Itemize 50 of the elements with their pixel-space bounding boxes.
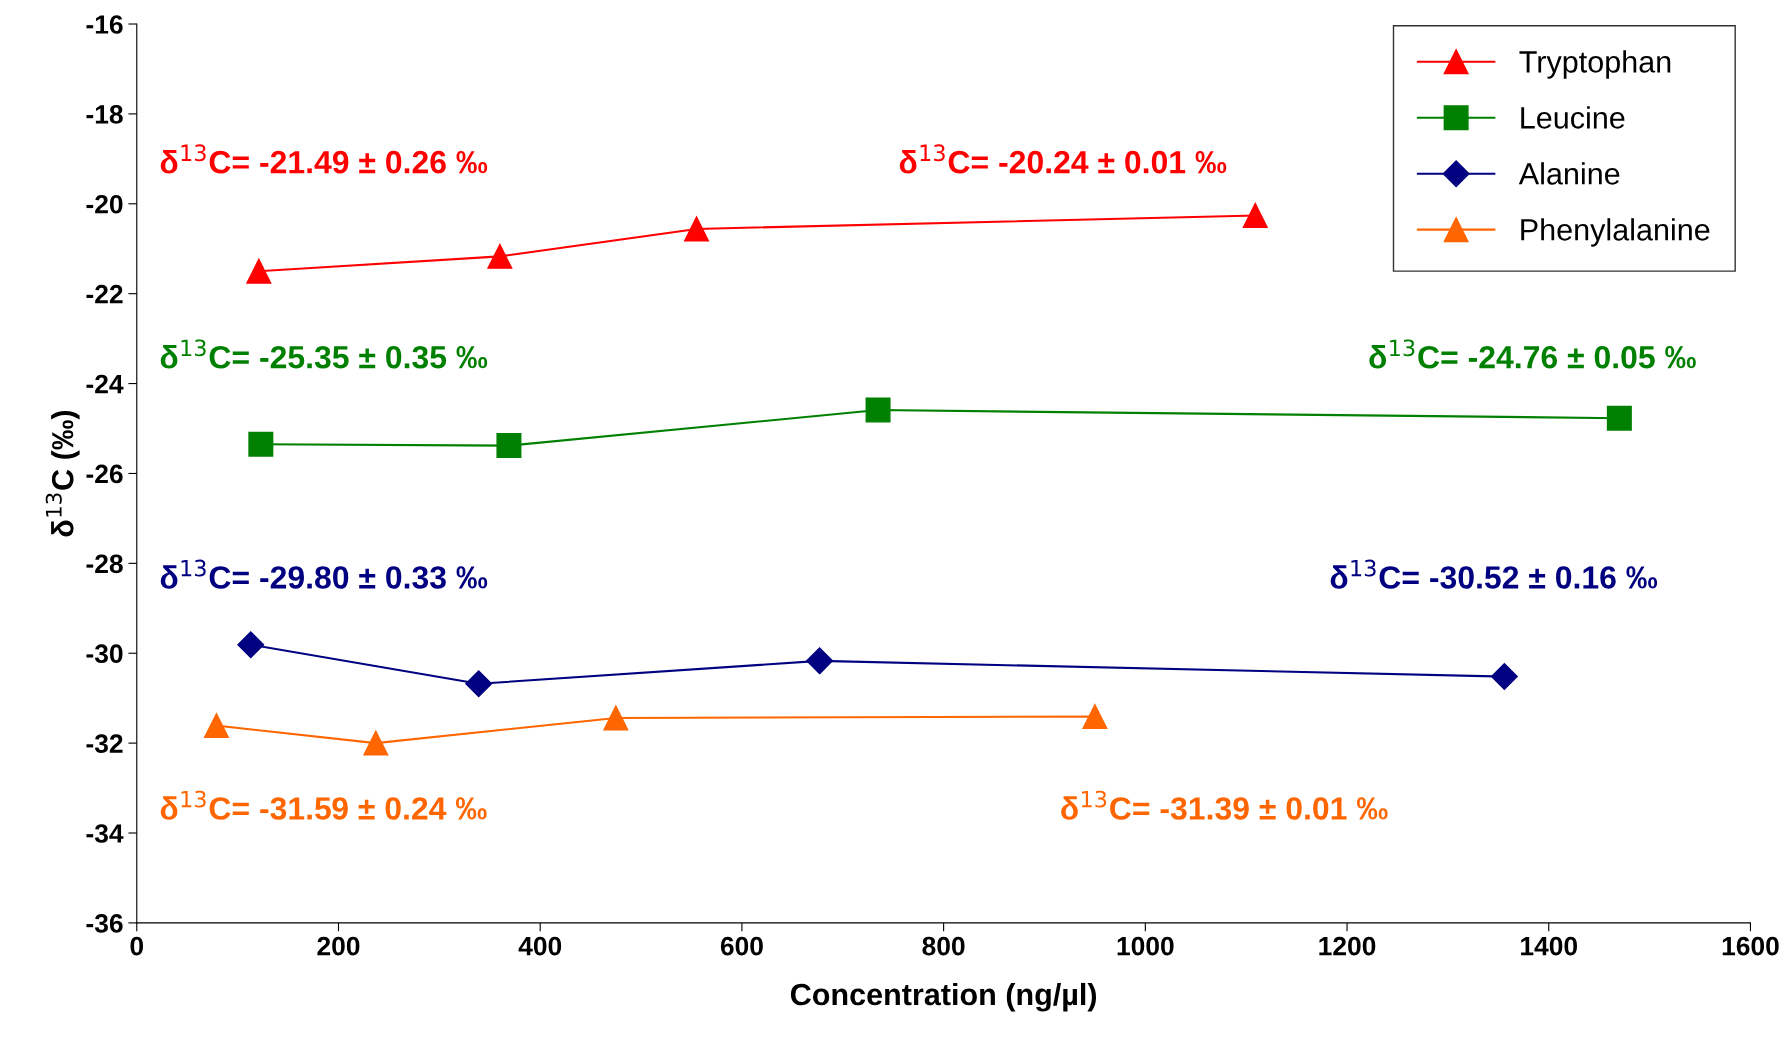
legend-label: Alanine (1518, 162, 1620, 185)
annotation: δ$^{13}$C= -30.52 ± 0.16 ‰ (1330, 559, 1658, 589)
legend-label: Tryptophan (1519, 50, 1671, 79)
x-tick-label: 800 (922, 936, 965, 956)
x-tick-label: 1000 (1117, 936, 1174, 956)
point (248, 431, 274, 457)
y-tick-label: -32 (86, 734, 123, 753)
annotation: δ$^{13}$C= -31.59 ± 0.24 ‰ (160, 790, 487, 820)
legend-label: Phenylalanine (1521, 218, 1710, 247)
y-tick-label: -28 (86, 554, 123, 574)
point (363, 730, 389, 756)
x-tick-label: 1400 (1521, 936, 1578, 956)
point (603, 705, 629, 731)
y-tick-label: -34 (86, 824, 124, 843)
annotation: δ$^{13}$C= -20.24 ± 0.01 ‰ (899, 144, 1227, 174)
x-tick-label: 1600 (1722, 936, 1779, 956)
y-tick-label: -18 (86, 105, 123, 124)
annotation: δ$^{13}$C= -31.39 ± 0.01 ‰ (1061, 790, 1388, 820)
annotation: δ$^{13}$C= -25.35 ± 0.35 ‰ (160, 339, 488, 369)
point (806, 647, 834, 675)
x-tick-label: 600 (720, 936, 763, 956)
y-tick-label: -20 (86, 194, 123, 214)
x-tick-label: 200 (317, 936, 360, 956)
y-tick-label: -22 (86, 284, 123, 304)
point (865, 397, 891, 423)
point (1242, 202, 1268, 228)
y-axis-title: δ$^{13}$C (‰) (45, 410, 80, 537)
annotation: δ$^{13}$C= -29.80 ± 0.33 ‰ (160, 559, 488, 589)
annotation: δ$^{13}$C= -24.76 ± 0.05 ‰ (1369, 339, 1696, 369)
legend-label: Leucine (1521, 106, 1625, 129)
point (1606, 405, 1632, 431)
y-tick-label: -16 (86, 15, 123, 34)
point (203, 713, 229, 739)
y-tick-label: -36 (86, 914, 123, 933)
y-tick-label: -26 (86, 464, 123, 484)
point (1490, 663, 1518, 691)
point (684, 216, 710, 242)
annotation: δ$^{13}$C= -21.49 ± 0.26 ‰ (160, 144, 488, 174)
y-tick-label: -30 (86, 644, 123, 664)
point (1082, 704, 1108, 730)
point (237, 631, 265, 659)
point (496, 433, 522, 459)
x-tick-label: 400 (518, 936, 562, 956)
y-tick-label: -24 (86, 374, 124, 394)
x-tick-label: 0 (130, 936, 144, 956)
point (465, 670, 493, 698)
point (487, 243, 513, 269)
x-axis-title: Concentration (ng/µl) (790, 982, 1097, 1012)
x-tick-label: 1200 (1319, 936, 1376, 956)
point (246, 258, 272, 284)
